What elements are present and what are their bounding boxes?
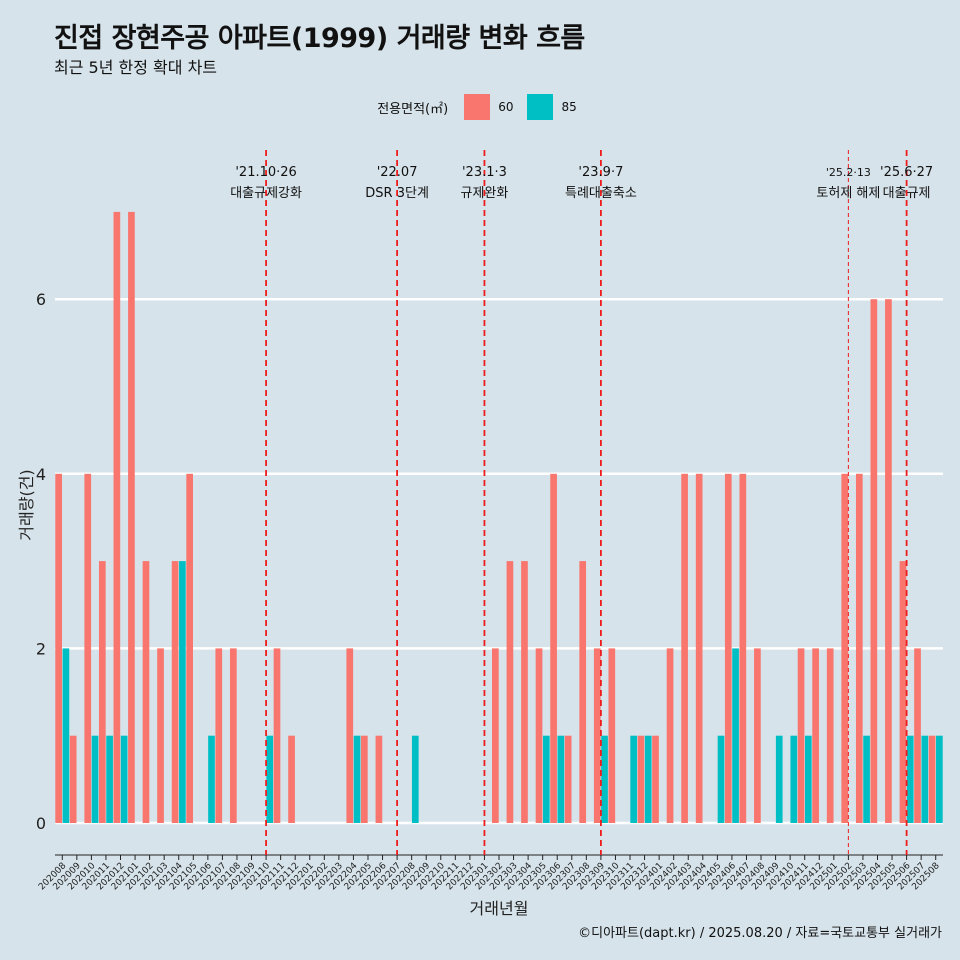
bar-85-202410 (790, 735, 798, 823)
bar-60-202312 (637, 735, 645, 823)
legend-swatch-60 (464, 94, 491, 120)
bar-85-202309 (601, 735, 608, 823)
annotation-date-5: '25.6·27 (880, 165, 933, 180)
y-tick-label: 6 (36, 290, 46, 309)
chart-title: 진접 장현주공 아파트(1999) 거래량 변화 흐름 (54, 23, 585, 54)
annotation-label-3: 특례대출축소 (565, 186, 637, 201)
bar-60-202402 (666, 648, 674, 823)
bar-60-202505 (885, 299, 892, 823)
bar-85-202506 (906, 735, 914, 823)
y-axis-title: 거래량(건) (17, 469, 36, 540)
bar-60-202104 (171, 561, 179, 823)
bar-60-202309 (593, 648, 601, 823)
bar-60-202411 (797, 648, 805, 823)
bar-60-202306 (550, 473, 557, 823)
y-tick-label: 2 (36, 639, 46, 658)
annotation-date-3: '23.9·7 (578, 165, 623, 180)
bar-85-202305 (542, 735, 550, 823)
annotation-label-5: 대출규제 (883, 186, 931, 201)
bar-60-202205 (361, 735, 368, 823)
bar-60-202407 (739, 473, 747, 823)
bar-60-202304 (521, 561, 528, 823)
annotation-date-2: '23.1·3 (462, 165, 507, 180)
bar-85-202110 (266, 735, 274, 823)
bar-60-202102 (142, 561, 150, 823)
bar-60-202112 (288, 735, 295, 823)
annotation-date-1: '22.07 (377, 165, 418, 180)
bar-85-202010 (91, 735, 99, 823)
bar-85-202409 (775, 735, 783, 823)
bar-85-202012 (120, 735, 128, 823)
bar-85-202507 (921, 735, 929, 823)
bar-60-202012 (113, 211, 121, 823)
chart-subtitle: 최근 5년 한정 확대 차트 (54, 58, 218, 77)
bar-85-202208 (411, 735, 419, 823)
bar-60-202008 (55, 473, 62, 823)
annotation-date-4: '25.2·13 (826, 166, 871, 179)
annotation-date-0: '21.10·26 (235, 165, 296, 180)
bar-85-202405 (717, 735, 725, 823)
bar-85-202406 (732, 648, 739, 823)
bar-60-202011 (98, 561, 106, 823)
bar-85-202204 (353, 735, 361, 823)
bar-60-202303 (506, 561, 514, 823)
bar-60-202111 (273, 648, 281, 823)
bar-85-202411 (805, 735, 812, 823)
annotation-label-1: DSR 3단계 (365, 186, 429, 201)
bar-60-202107 (215, 648, 223, 823)
bar-60-202206 (375, 735, 383, 823)
bar-60-202310 (608, 648, 616, 823)
bar-85-202311 (630, 735, 637, 823)
bar-60-202406 (724, 473, 732, 823)
bar-60-202010 (84, 473, 92, 823)
annotation-label-4: 토허제 해제 (816, 186, 880, 201)
bar-60-202501 (826, 648, 834, 823)
legend-title: 전용면적(㎡) (377, 101, 449, 117)
annotation-label-2: 규제완화 (461, 186, 509, 201)
legend: 전용면적(㎡) 60 85 (0, 92, 960, 122)
bar-85-202104 (179, 561, 186, 823)
bar-60-202504 (870, 299, 878, 823)
bar-60-202101 (128, 211, 135, 823)
bar-60-202302 (492, 648, 499, 823)
bar-60-202508 (928, 735, 936, 823)
bar-85-202306 (557, 735, 565, 823)
bar-60-202408 (754, 648, 761, 823)
legend-item-85: 85 (527, 94, 577, 120)
bar-60-202204 (346, 648, 354, 823)
bar-60-202404 (695, 473, 703, 823)
annotation-label-0: 대출규제강화 (230, 186, 302, 201)
x-axis-title: 거래년월 (470, 899, 529, 918)
bar-60-202507 (914, 648, 921, 823)
bar-85-202312 (644, 735, 652, 823)
bar-60-202108 (229, 648, 237, 823)
bar-85-202106 (208, 735, 215, 823)
bar-60-202502 (841, 473, 849, 823)
bar-85-202503 (863, 735, 870, 823)
bar-60-202503 (855, 473, 863, 823)
y-tick-label: 4 (36, 465, 46, 484)
y-tick-label: 0 (36, 814, 46, 833)
legend-item-60: 60 (464, 94, 513, 120)
legend-swatch-85 (527, 94, 554, 120)
bar-60-202403 (681, 473, 688, 823)
bar-60-202412 (812, 648, 819, 823)
bar-60-202308 (579, 561, 587, 823)
source-caption: ©디아파트(dapt.kr) / 2025.08.20 / 자료=국토교통부 실… (578, 926, 942, 941)
bar-60-202305 (535, 648, 543, 823)
bar-85-202008 (62, 648, 70, 823)
bar-60-202105 (186, 473, 193, 823)
bar-60-202307 (564, 735, 572, 823)
bar-60-202506 (899, 561, 907, 823)
bar-60-202103 (157, 648, 164, 823)
bar-85-202508 (936, 735, 943, 823)
bar-85-202011 (106, 735, 113, 823)
bar-60-202009 (69, 735, 77, 823)
legend-label-85: 85 (561, 100, 577, 114)
legend-label-60: 60 (498, 100, 514, 114)
bar-60-202401 (652, 735, 659, 823)
